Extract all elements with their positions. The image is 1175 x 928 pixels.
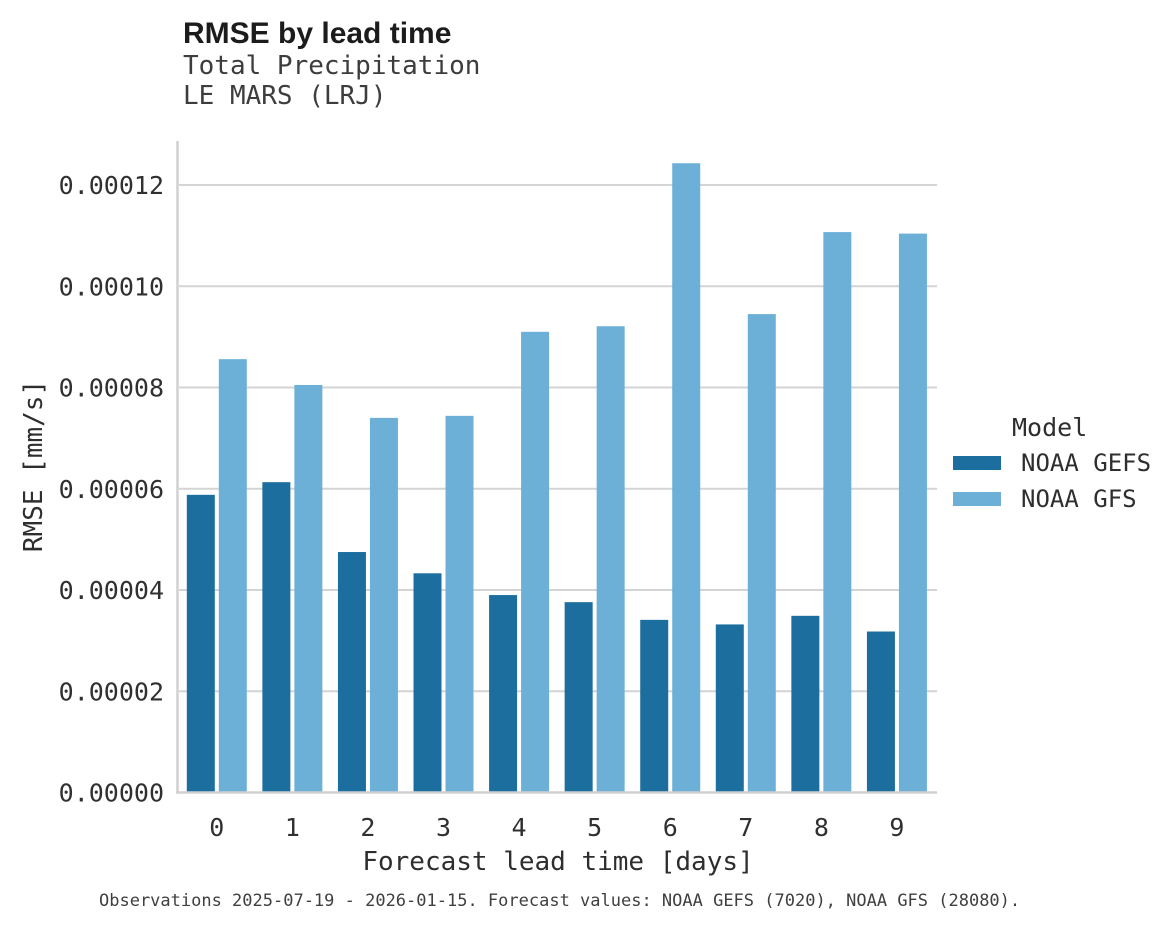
legend-label-noaa-gefs: NOAA GEFS [1021, 449, 1152, 477]
x-tick-label: 8 [814, 813, 829, 842]
legend-entry-noaa-gefs: NOAA GEFS [953, 449, 1151, 477]
bar-noaa-gfs-day8 [823, 232, 852, 793]
x-tick-label: 1 [285, 813, 300, 842]
legend-title: Model [1012, 413, 1088, 442]
bar-noaa-gefs-day1 [262, 482, 291, 793]
y-tick-label: 0.00012 [59, 171, 164, 200]
x-tick-label: 0 [209, 813, 224, 842]
x-axis-title: Forecast lead time [days] [362, 847, 753, 877]
y-tick-label: 0.00008 [59, 374, 164, 403]
bar-noaa-gefs-day8 [791, 615, 820, 793]
legend-entry-noaa-gfs: NOAA GFS [953, 485, 1137, 513]
x-tick-label: 2 [360, 813, 375, 842]
chart-subtitle-variable: Total Precipitation [183, 51, 481, 81]
bar-noaa-gefs-day5 [564, 602, 593, 793]
bar-noaa-gefs-day6 [640, 619, 669, 793]
x-tick-label: 9 [889, 813, 904, 842]
bar-noaa-gfs-day6 [672, 163, 701, 793]
x-tick-label: 6 [663, 813, 678, 842]
bar-noaa-gefs-day7 [715, 624, 744, 793]
bar-noaa-gfs-day1 [294, 384, 323, 793]
x-tick-label: 4 [512, 813, 527, 842]
bar-noaa-gefs-day4 [489, 595, 518, 793]
bar-noaa-gefs-day3 [413, 573, 442, 793]
legend-swatch-noaa-gefs [953, 456, 1001, 470]
x-tick-label: 5 [587, 813, 602, 842]
chart-title: RMSE by lead time [183, 17, 452, 50]
bar-noaa-gefs-day0 [186, 494, 215, 793]
bar-noaa-gfs-day0 [218, 359, 247, 793]
x-tick-label: 7 [738, 813, 753, 842]
bar-noaa-gfs-day3 [445, 415, 474, 793]
bar-noaa-gfs-day4 [521, 331, 550, 793]
caption: Observations 2025-07-19 - 2026-01-15. Fo… [99, 891, 1021, 911]
bar-noaa-gfs-day5 [596, 326, 625, 793]
legend-swatch-noaa-gfs [953, 492, 1001, 506]
y-tick-label: 0.00002 [59, 677, 164, 706]
bar-noaa-gefs-day2 [337, 552, 366, 793]
legend-label-noaa-gfs: NOAA GFS [1021, 485, 1137, 513]
bar-noaa-gfs-day2 [369, 417, 398, 793]
chart-subtitle-station: LE MARS (LRJ) [183, 81, 387, 111]
y-tick-label: 0.00004 [59, 576, 164, 605]
bar-noaa-gfs-day9 [898, 233, 927, 793]
x-tick-label: 3 [436, 813, 451, 842]
y-tick-label: 0.00010 [59, 272, 164, 301]
y-axis-title: RMSE [mm/s] [19, 380, 49, 552]
bar-noaa-gefs-day9 [866, 631, 895, 793]
y-tick-label: 0.00006 [59, 475, 164, 504]
y-tick-label: 0.00000 [59, 779, 164, 808]
bar-noaa-gfs-day7 [747, 314, 776, 793]
